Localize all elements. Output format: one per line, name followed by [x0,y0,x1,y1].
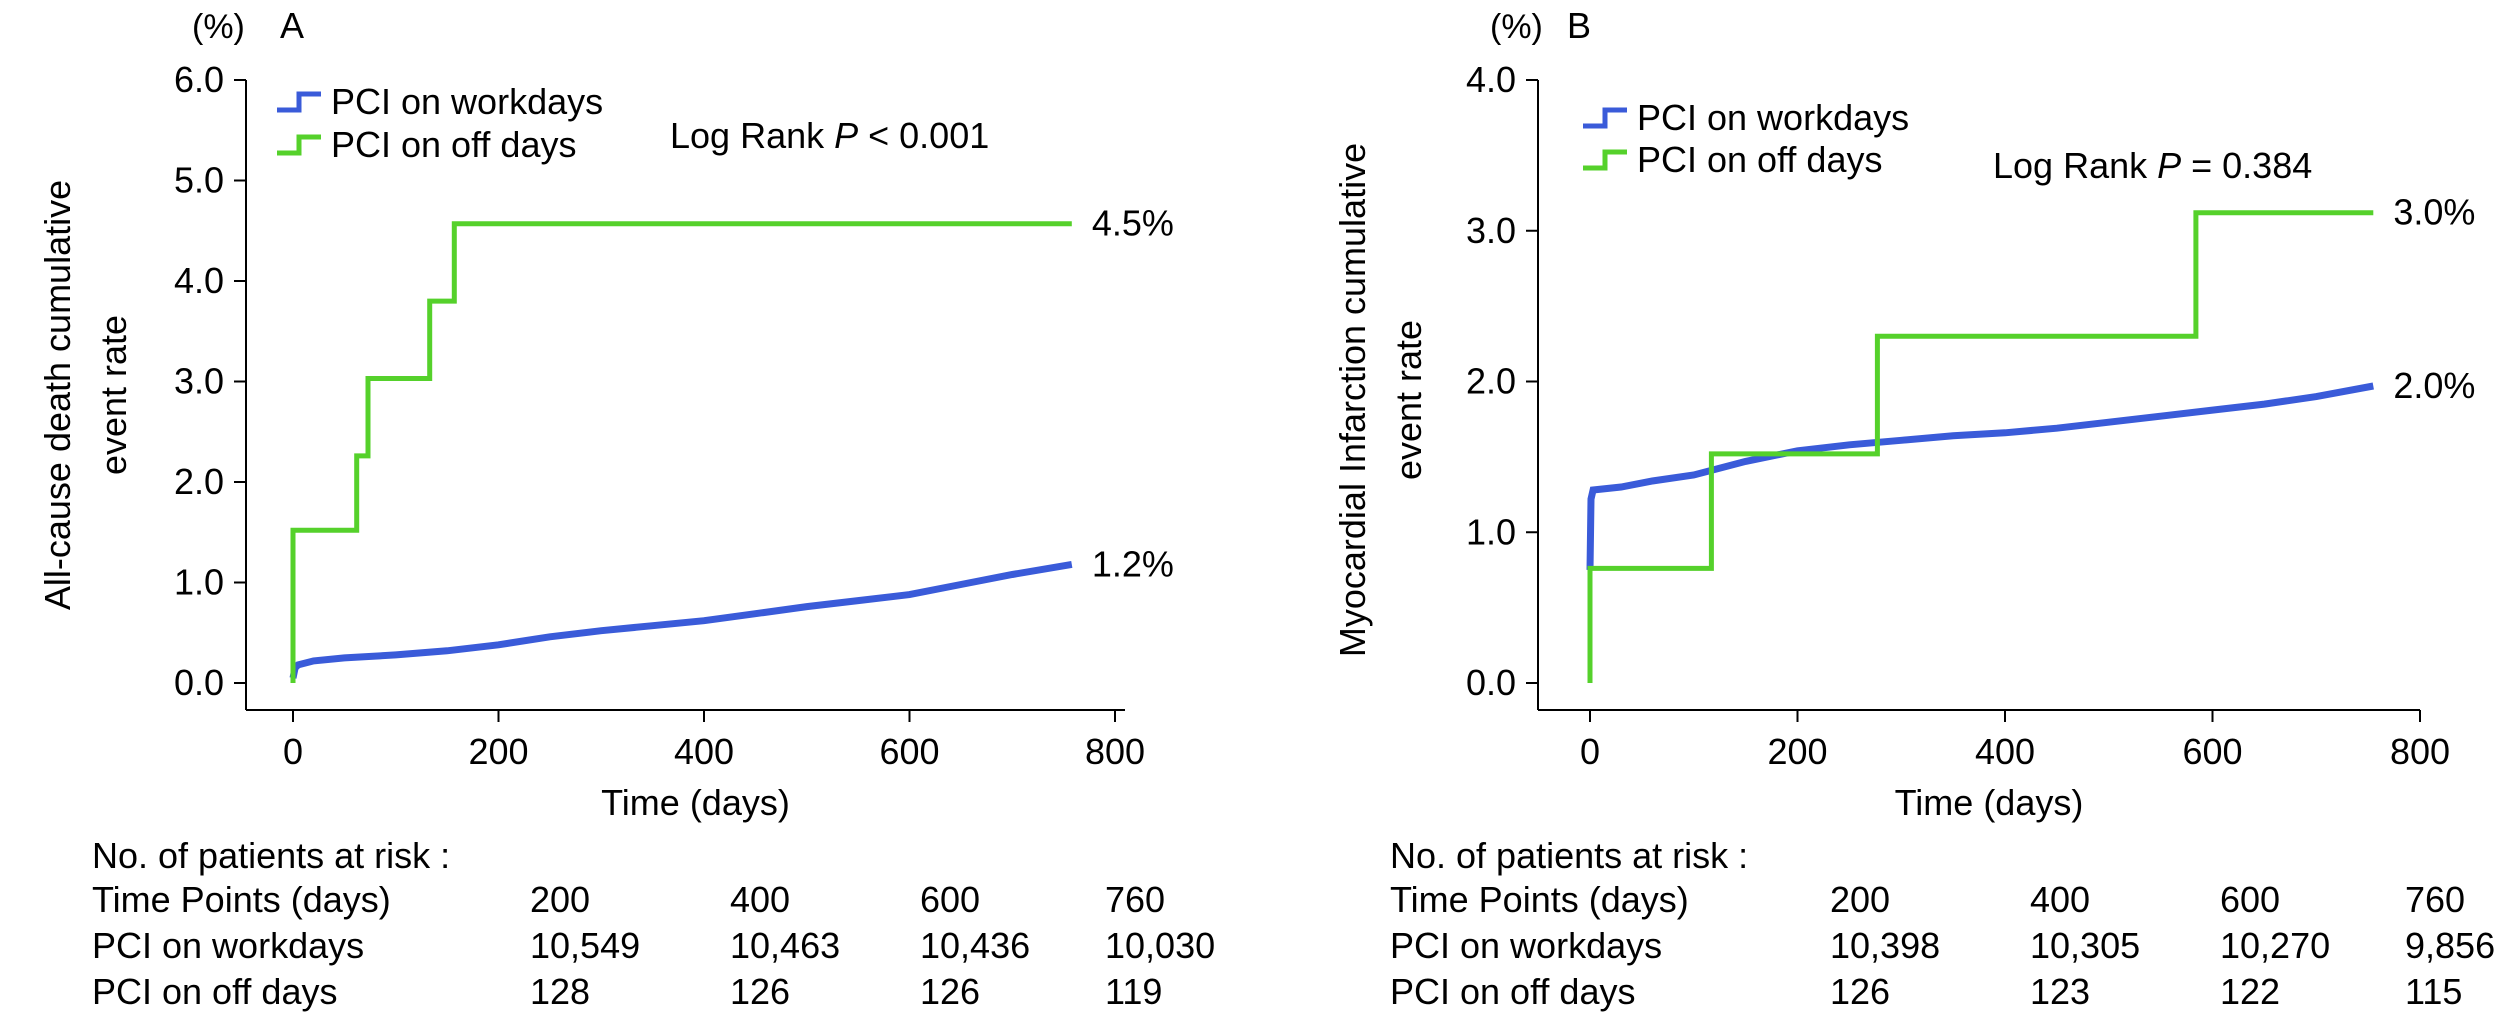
x-tick-label: 800 [1085,731,1145,772]
risk-table-cell: 10,270 [2220,925,2330,966]
legend-label-off-days: PCI on off days [331,124,576,165]
x-tick-label: 0 [283,731,303,772]
risk-table-column: 760 [1105,879,1165,920]
risk-table-row-label: PCI on workdays [1390,925,1662,966]
risk-table-row-label: PCI on workdays [92,925,364,966]
risk-table-cell: 10,436 [920,925,1030,966]
risk-table-cell: 126 [730,971,790,1012]
x-axis-title: Time (days) [1895,782,2084,823]
risk-table-cell: 122 [2220,971,2280,1012]
legend-label-workdays: PCI on workdays [331,81,603,122]
series-line-off-days [1587,210,2374,683]
y-tick-label: 0.0 [1466,662,1516,703]
panel-letter: B [1567,5,1591,46]
y-tick-label: 0.0 [174,662,224,703]
x-tick-label: 200 [468,731,528,772]
legend-label-off-days: PCI on off days [1637,139,1882,180]
risk-table-cell: 128 [530,971,590,1012]
x-tick-label: 400 [674,731,734,772]
y-tick-label: 4.0 [1466,59,1516,100]
risk-table-cell: 126 [920,971,980,1012]
panel-a: (%) A 0.0 1.0 2.0 3.0 4.0 5.0 6.0 0 200 400 600 800 Ti… [37,5,1215,1012]
risk-table-column: 400 [2030,879,2090,920]
y-axis-title-line2: event rate [93,315,134,475]
series-line-workdays [1586,382,2374,570]
risk-table-column: 400 [730,879,790,920]
series-line-workdays [289,560,1073,679]
risk-table-row-label: PCI on off days [92,971,337,1012]
risk-table-title: No. of patients at risk : [1390,835,1748,876]
log-rank-annotation: Log Rank P < 0.001 [670,115,989,156]
end-label-off-days: 4.5% [1092,203,1174,244]
x-tick-label: 600 [879,731,939,772]
y-tick-label: 5.0 [174,160,224,201]
risk-table-column: 600 [2220,879,2280,920]
y-tick-label: 3.0 [174,361,224,402]
end-label-workdays: 1.2% [1092,543,1174,584]
risk-table-column: 600 [920,879,980,920]
panel-letter: A [280,5,304,46]
panel-b: (%) B 0.0 1.0 2.0 3.0 4.0 0 200 400 600 800 Time (da… [1332,5,2495,1012]
legend-swatch-off-days [277,134,321,156]
y-tick-label: 4.0 [174,260,224,301]
risk-table-cell: 126 [1830,971,1890,1012]
y-tick-label: 2.0 [1466,361,1516,402]
y-axis-title-line2: event rate [1388,320,1429,480]
log-rank-annotation: Log Rank P = 0.384 [1993,145,2312,186]
series-line-off-days [290,221,1072,683]
risk-table-column: 760 [2405,879,2465,920]
risk-table-cell: 115 [2405,971,2462,1012]
end-label-workdays: 2.0% [2393,365,2475,406]
risk-table-cell: 9,856 [2405,925,2495,966]
legend-swatch-off-days [1583,149,1627,171]
legend-label-workdays: PCI on workdays [1637,97,1909,138]
y-tick-label: 6.0 [174,59,224,100]
x-tick-label: 800 [2390,731,2450,772]
unit-label: (%) [1490,8,1543,46]
risk-table-row-label: PCI on off days [1390,971,1635,1012]
risk-table-title: No. of patients at risk : [92,835,450,876]
x-tick-label: 200 [1767,731,1827,772]
risk-table-cell: 10,549 [530,925,640,966]
risk-table-cell: 119 [1105,971,1162,1012]
risk-table-cell: 10,305 [2030,925,2140,966]
legend-swatch-workdays [1583,107,1627,129]
risk-table-cell: 123 [2030,971,2090,1012]
risk-table-cell: 10,463 [730,925,840,966]
risk-table-cell: 10,030 [1105,925,1215,966]
risk-table-header-label: Time Points (days) [92,879,391,920]
risk-table-cell: 10,398 [1830,925,1940,966]
y-axis-title-line1: All-cause death cumulative [37,180,78,610]
risk-table-column: 200 [1830,879,1890,920]
x-axis-title: Time (days) [601,782,790,823]
y-tick-label: 1.0 [1466,511,1516,552]
x-tick-label: 0 [1580,731,1600,772]
y-tick-label: 1.0 [174,562,224,603]
risk-table-header-label: Time Points (days) [1390,879,1689,920]
y-axis-title-line1: Myocardial Infarction cumulative [1332,143,1373,657]
unit-label: (%) [192,8,245,46]
x-tick-label: 400 [1975,731,2035,772]
y-tick-label: 2.0 [174,461,224,502]
risk-table-column: 200 [530,879,590,920]
legend-swatch-workdays [277,91,321,113]
y-tick-label: 3.0 [1466,210,1516,251]
end-label-off-days: 3.0% [2393,192,2475,233]
x-tick-label: 600 [2182,731,2242,772]
